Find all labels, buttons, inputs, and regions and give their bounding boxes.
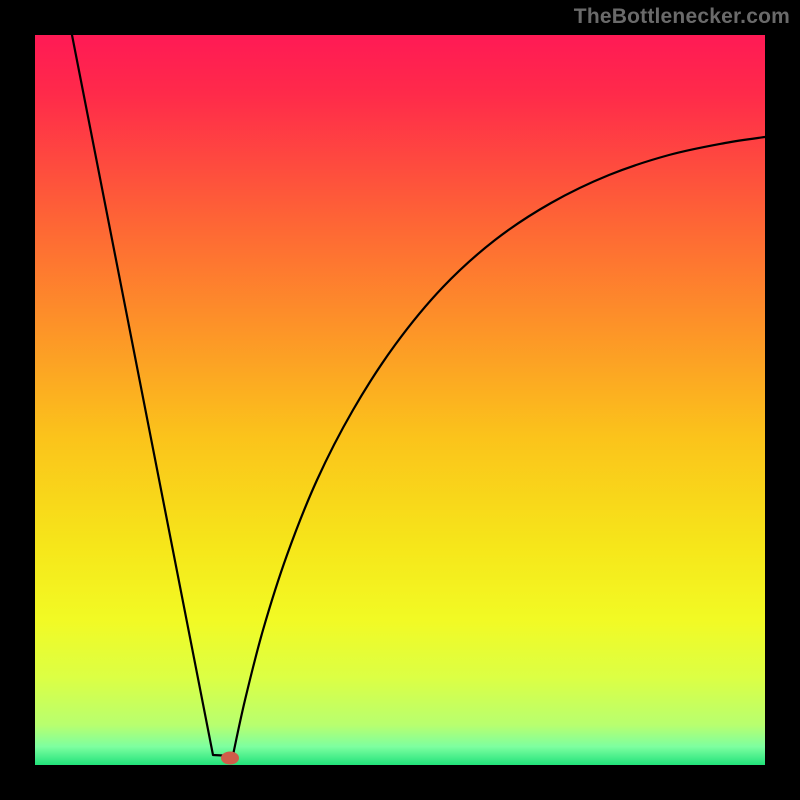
chart-svg (35, 35, 765, 765)
watermark-text: TheBottlenecker.com (574, 5, 790, 29)
plot-area (35, 35, 765, 765)
optimal-point-marker (221, 752, 239, 765)
chart-frame: TheBottlenecker.com (0, 0, 800, 800)
